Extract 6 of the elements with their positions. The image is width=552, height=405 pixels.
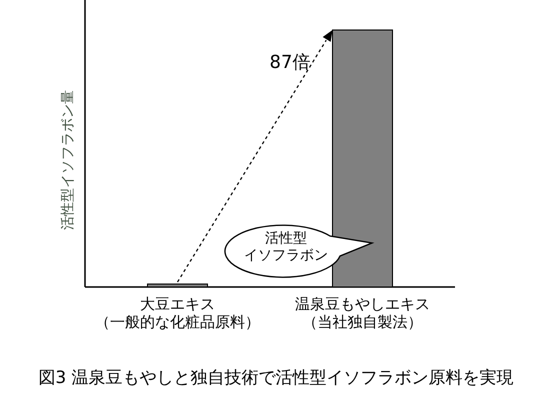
y-axis-title: 活性型イソフラボン量	[60, 90, 76, 230]
x-tick-label: 大豆エキス（一般的な化粧品原料）	[95, 295, 260, 331]
text: 図3 温泉豆もやしと独自技術で活性型イソフラボン原料を実現	[38, 368, 514, 388]
annotation: 87倍	[270, 52, 310, 73]
annotation: 活性型イソフラボン	[244, 230, 328, 264]
x-tick-label: 温泉豆もやしエキス（当社独自製法）	[295, 295, 430, 331]
